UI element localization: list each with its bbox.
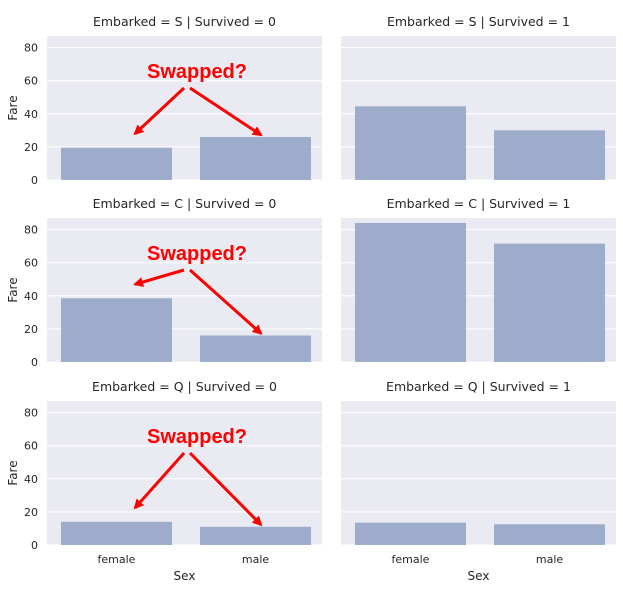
bar-male xyxy=(494,243,605,362)
x-tick-label: female xyxy=(392,553,430,566)
bar-female xyxy=(61,521,172,545)
y-tick-label: 40 xyxy=(24,290,38,303)
panel-title: Embarked = C | Survived = 1 xyxy=(387,196,571,211)
y-tick-label: 0 xyxy=(31,539,38,552)
facet-panel: Embarked = S | Survived = 1 xyxy=(341,14,616,181)
x-axis-label: Sex xyxy=(174,569,196,583)
panel-background xyxy=(341,401,616,545)
bar-male xyxy=(200,136,311,180)
arrow-to-male-bar xyxy=(189,86,263,137)
bar-male xyxy=(494,524,605,545)
bar-female xyxy=(355,106,466,180)
panel-background xyxy=(47,401,322,545)
bar-female xyxy=(61,298,172,362)
y-tick-label: 20 xyxy=(24,323,38,336)
x-tick-label: male xyxy=(242,553,270,566)
y-axis-label: Fare xyxy=(6,95,20,120)
arrow-to-female-bar xyxy=(133,452,186,510)
facet-panel: Embarked = Q | Survived = 1 female male Sex xyxy=(341,379,616,583)
facet-panel: 0 20 40 60 80 Embarked = S | Survived = 0 Fare… xyxy=(6,14,322,187)
bar-female xyxy=(355,522,466,545)
y-tick-label: 80 xyxy=(24,407,38,420)
panel-title: Embarked = Q | Survived = 0 xyxy=(92,379,277,394)
y-tick-label: 0 xyxy=(31,174,38,187)
facet-panel: 0 20 40 60 80 Embarked = Q | Survived = 0 Fare… xyxy=(6,379,322,583)
panel-title: Embarked = S | Survived = 0 xyxy=(93,14,276,29)
arrow-to-male-bar xyxy=(188,451,263,527)
y-tick-label: 80 xyxy=(24,42,38,55)
facet-panel: Embarked = C | Survived = 1 xyxy=(341,196,616,363)
swapped-annotation: Swapped? xyxy=(147,243,247,265)
arrow-to-male-bar xyxy=(188,268,263,335)
x-tick-label: female xyxy=(98,553,136,566)
y-tick-label: 80 xyxy=(24,224,38,237)
y-tick-label: 60 xyxy=(24,257,38,270)
facet-panel: 0 20 40 60 80 Embarked = C | Survived = 0 Fare… xyxy=(6,196,322,369)
arrow-to-female-bar xyxy=(133,268,185,287)
bar-female xyxy=(355,222,466,362)
bar-male xyxy=(494,130,605,180)
y-tick-label: 0 xyxy=(31,356,38,369)
y-axis-label: Fare xyxy=(6,460,20,485)
y-tick-label: 40 xyxy=(24,473,38,486)
arrow-to-female-bar xyxy=(133,86,186,136)
x-axis-label: Sex xyxy=(468,569,490,583)
y-tick-label: 20 xyxy=(24,506,38,519)
swapped-annotation: Swapped? xyxy=(147,426,247,448)
bar-female xyxy=(61,147,172,180)
panel-title: Embarked = Q | Survived = 1 xyxy=(386,379,571,394)
swapped-annotation: Swapped? xyxy=(147,61,247,83)
y-tick-label: 60 xyxy=(24,440,38,453)
y-tick-label: 20 xyxy=(24,141,38,154)
y-tick-label: 40 xyxy=(24,108,38,121)
panel-title: Embarked = S | Survived = 1 xyxy=(387,14,570,29)
bar-male xyxy=(200,526,311,545)
y-tick-label: 60 xyxy=(24,75,38,88)
panel-title: Embarked = C | Survived = 0 xyxy=(93,196,277,211)
bar-male xyxy=(200,335,311,362)
x-tick-label: male xyxy=(536,553,564,566)
y-axis-label: Fare xyxy=(6,277,20,302)
